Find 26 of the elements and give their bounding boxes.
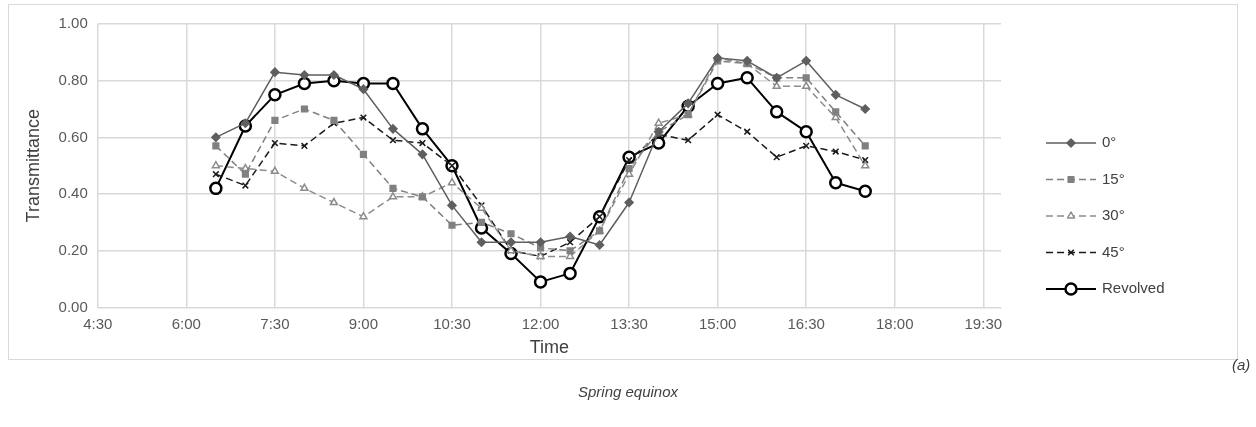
- x-axis-title: Time: [529, 337, 570, 358]
- legend-label: 0°: [1102, 133, 1117, 151]
- legend-label: 45°: [1102, 242, 1125, 260]
- y-tick-label: 0.00: [58, 297, 88, 315]
- text: (a): [1232, 356, 1251, 373]
- x-tick-label: 13:30: [610, 314, 648, 332]
- x-tick-label: 7:30: [260, 314, 290, 332]
- x-tick-label: 12:00: [521, 314, 560, 332]
- y-tick-label: 0.20: [58, 240, 88, 258]
- legend-label: 15°: [1102, 169, 1125, 187]
- x-tick-label: 18:00: [875, 314, 914, 332]
- x-tick-label: 4:30: [83, 314, 113, 332]
- text: Spring equinox: [576, 383, 680, 400]
- x-tick-label: 16:30: [787, 314, 825, 332]
- x-tick-label: 10:30: [433, 314, 471, 332]
- y-tick-label: 0.60: [58, 127, 88, 145]
- x-tick-label: 6:00: [171, 314, 201, 332]
- x-tick-label: 19:30: [964, 314, 1003, 332]
- y-axis-title: Transmittance: [22, 109, 43, 223]
- x-tick-label: 9:00: [348, 314, 379, 332]
- y-tick-label: 1.00: [58, 14, 88, 32]
- y-tick-label: 0.40: [58, 184, 88, 202]
- legend-label: Revolved: [1102, 279, 1165, 297]
- y-tick-label: 0.80: [58, 70, 88, 88]
- x-tick-label: 15:00: [698, 314, 737, 332]
- legend-label: 30°: [1102, 206, 1125, 224]
